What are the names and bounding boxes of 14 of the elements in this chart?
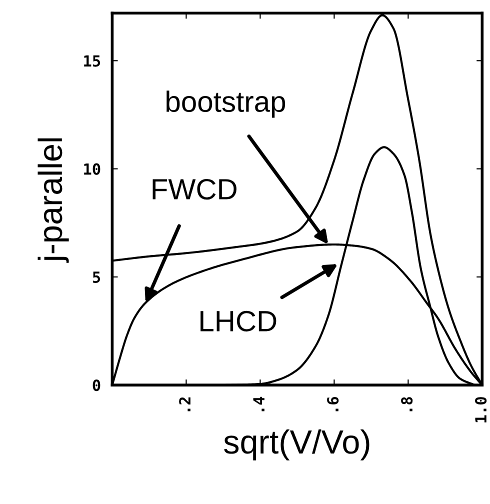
annotation: LHCD: [200, 310, 276, 332]
x-tick-label: .8: [401, 397, 413, 412]
y-tick-label: 15: [84, 55, 100, 67]
y-tick-label: 0: [92, 380, 100, 392]
annotation: FWCD: [152, 178, 236, 200]
x-tick-label: .2: [179, 397, 190, 412]
y-tick-label: 10: [84, 163, 100, 175]
y-tick-label: 5: [92, 272, 100, 283]
x-tick-label: .4: [253, 396, 264, 412]
x-tick-label: 1.0: [475, 397, 487, 422]
annotation: bootstrap: [166, 90, 286, 118]
x-tick-label: .6: [327, 396, 339, 412]
x-axis-title: sqrt(V/Vo): [224, 429, 370, 460]
y-axis-title: j-parallel: [38, 138, 69, 263]
